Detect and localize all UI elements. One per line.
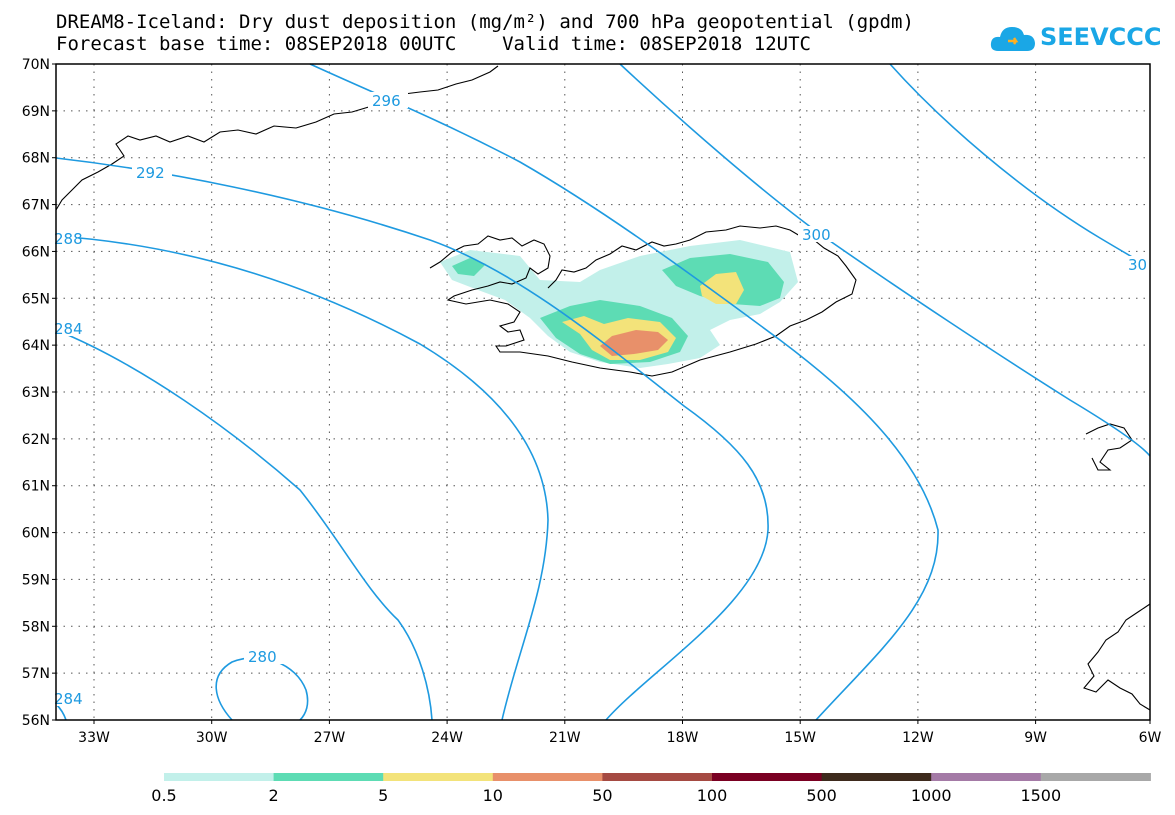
lat-label: 59N [22, 572, 50, 588]
lat-label: 58N [22, 619, 50, 635]
lon-label: 9W [1024, 730, 1047, 746]
contour-label-288: 288 [54, 230, 83, 248]
map-subtitle: Forecast base time: 08SEP2018 00UTC Vali… [56, 33, 811, 55]
contour-296 [309, 63, 939, 721]
contour-label-292: 292 [136, 164, 165, 182]
legend-label: 10 [483, 786, 503, 805]
lon-label: 30W [196, 730, 228, 746]
greenland-coastline [55, 65, 499, 211]
contour-280 [215, 657, 309, 721]
lat-label: 68N [22, 151, 50, 167]
lon-label: 6W [1139, 730, 1162, 746]
longitude-axis: 33W 30W 27W 24W 21W 18W 15W 12W 9W 6W [78, 720, 1162, 746]
cloud-icon [990, 27, 1035, 51]
faroe-coastline [1085, 423, 1133, 471]
legend-label: 2 [269, 786, 279, 805]
lat-label: 66N [22, 244, 50, 260]
logo-text: SEEVCCC [1040, 23, 1162, 51]
dust-deposition-field [440, 240, 798, 368]
contour-label-300: 300 [802, 226, 831, 244]
lat-label: 60N [22, 526, 50, 542]
lon-label: 12W [902, 730, 934, 746]
legend-swatch [931, 773, 1042, 781]
lat-label: 62N [22, 432, 50, 448]
lat-label: 57N [22, 666, 50, 682]
contour-labels: 292 296 288 300 284 280 284 30 [52, 92, 1150, 708]
legend-label: 1500 [1020, 786, 1061, 805]
legend-swatch [602, 773, 713, 781]
legend-swatch [1040, 773, 1151, 781]
legend-label: 5 [378, 786, 388, 805]
contour-label-296: 296 [372, 92, 401, 110]
contour-304 [889, 63, 1151, 269]
legend-swatch [712, 773, 823, 781]
lat-label: 56N [22, 713, 50, 729]
lon-label: 33W [78, 730, 110, 746]
contour-288 [55, 235, 549, 721]
lat-label: 65N [22, 291, 50, 307]
lon-label: 24W [431, 730, 463, 746]
legend-label: 100 [697, 786, 728, 805]
lon-label: 15W [784, 730, 816, 746]
deposition-legend: 0.5 2 5 10 50 100 500 1000 1500 [151, 773, 1151, 805]
contour-label-30: 30 [1128, 256, 1147, 274]
lat-label: 69N [22, 104, 50, 120]
lon-label: 27W [314, 730, 346, 746]
legend-label: 500 [806, 786, 837, 805]
lon-label: 21W [549, 730, 581, 746]
coastlines [55, 65, 1151, 711]
legend-label: 0.5 [151, 786, 176, 805]
map-title: DREAM8-Iceland: Dry dust deposition (mg/… [56, 11, 914, 33]
legend-swatch [492, 773, 603, 781]
scotland-coastline [1083, 603, 1151, 711]
contour-label-284: 284 [54, 320, 83, 338]
geopotential-contours [55, 63, 1151, 721]
lat-label: 70N [22, 57, 50, 73]
legend-label: 1000 [911, 786, 952, 805]
legend-swatch [821, 773, 932, 781]
legend-swatch [383, 773, 494, 781]
lat-label: 61N [22, 479, 50, 495]
legend-label: 50 [592, 786, 612, 805]
dust-level-10 [600, 330, 668, 356]
seevccc-logo: SEEVCCC [990, 20, 1162, 54]
lat-label: 64N [22, 338, 50, 354]
lon-label: 18W [667, 730, 699, 746]
contour-292 [55, 157, 769, 721]
contour-284 [55, 329, 433, 721]
contour-300-east [619, 63, 1151, 457]
lat-label: 67N [22, 198, 50, 214]
lat-label: 63N [22, 385, 50, 401]
contour-label-284-sw: 284 [54, 690, 83, 708]
contour-label-280: 280 [248, 648, 277, 666]
dust-level-5 [562, 272, 744, 360]
latitude-axis: 70N 69N 68N 67N 66N 65N 64N 63N 62N 61N 60N 59N 58N 5… [22, 57, 56, 729]
map-frame [55, 63, 1151, 721]
gridlines [56, 64, 1150, 720]
legend-swatch [273, 773, 384, 781]
legend-swatch [164, 773, 275, 781]
iceland-coastline [429, 225, 857, 377]
